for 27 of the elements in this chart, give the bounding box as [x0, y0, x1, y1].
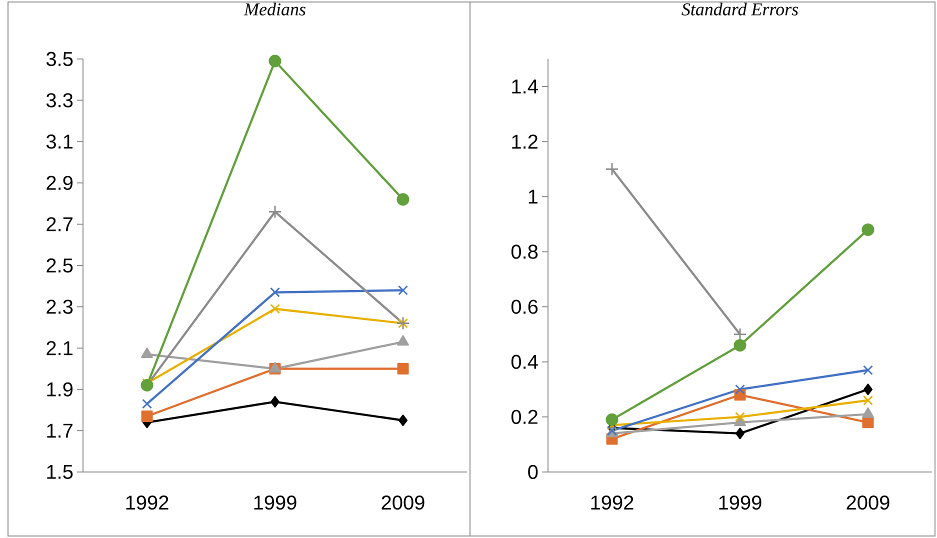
y-tick-label: 3.5 — [46, 52, 73, 66]
x-tick-label: 2009 — [382, 496, 424, 510]
chart-title: Medians — [244, 2, 306, 16]
y-tick-label: 0.6 — [511, 300, 538, 314]
y-tick-label: 1.5 — [47, 465, 73, 479]
y-tick-label: 1.7 — [47, 424, 72, 438]
x-tick-label: 1999 — [719, 496, 762, 510]
y-tick-label: 3.3 — [46, 93, 73, 108]
y-tick-label: 1.9 — [47, 382, 73, 396]
y-tick-label: 1.4 — [512, 80, 538, 94]
y-tick-label: 0.2 — [511, 410, 538, 424]
y-tick-label: 0.8 — [511, 244, 538, 259]
y-tick-label: 2.7 — [46, 217, 72, 232]
x-tick-label: 1992 — [591, 496, 634, 510]
y-tick-label: 0.4 — [511, 354, 538, 369]
y-tick-label: 1.2 — [512, 134, 538, 149]
y-tick-label: 2.3 — [46, 300, 73, 314]
x-tick-label: 1999 — [254, 496, 296, 510]
y-tick-label: 0 — [528, 464, 538, 480]
y-tick-label: 2.5 — [46, 258, 73, 273]
y-tick-label: 3.1 — [46, 134, 72, 149]
chart-title: Standard Errors — [682, 2, 798, 16]
y-tick-label: 1 — [528, 190, 538, 204]
x-tick-label: 2009 — [846, 496, 890, 510]
y-tick-label: 2.1 — [46, 341, 72, 356]
y-tick-label: 2.9 — [46, 176, 73, 190]
x-tick-label: 1992 — [126, 496, 168, 510]
